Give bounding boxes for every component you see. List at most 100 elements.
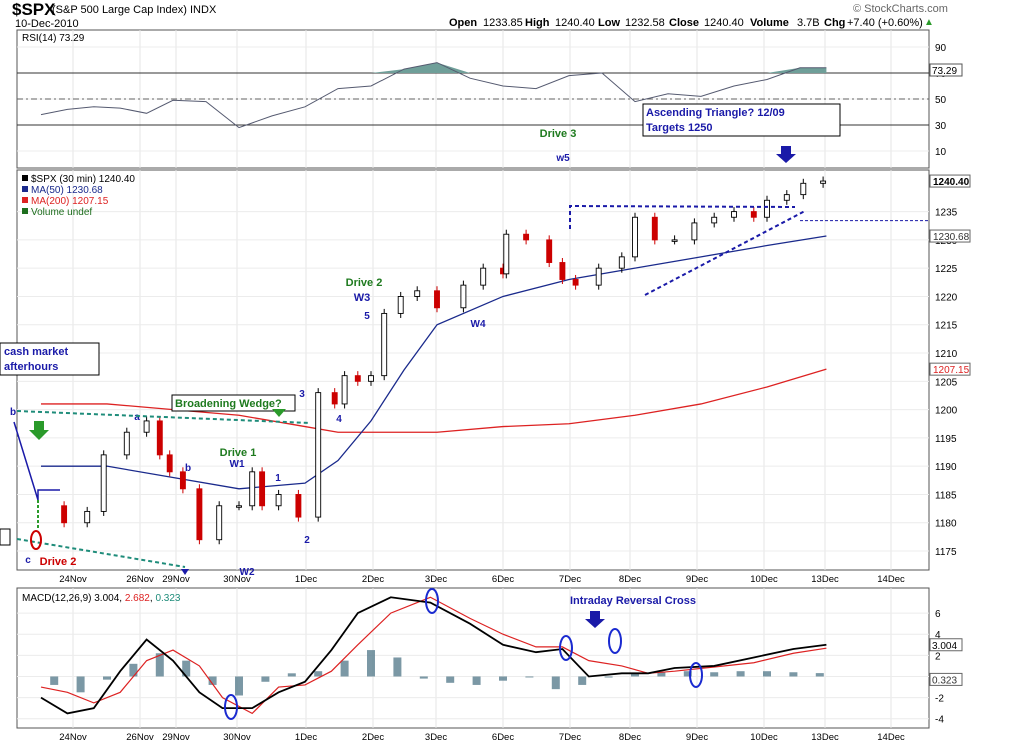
macd-histogram-bar — [472, 676, 481, 685]
crossover-circle — [425, 588, 439, 614]
legend-swatch — [22, 186, 28, 192]
price-candle-body — [800, 182, 807, 196]
wave-label: W3 — [354, 292, 371, 304]
x-tick-label: 10Dec — [750, 574, 778, 585]
macd-histogram-bar — [393, 657, 402, 677]
price-frame — [16, 169, 930, 571]
low-value: 1232.58 — [625, 17, 665, 29]
price-candle-body — [546, 239, 553, 263]
price-candle-body — [354, 375, 361, 382]
price-candle-body — [249, 471, 256, 507]
price-y-tick: 1220 — [935, 292, 958, 303]
wave-label: 3 — [299, 389, 305, 400]
rsi-line — [40, 62, 827, 129]
macd-panel: -4-20246MACD(12,26,9) 3.004, 2.682, 0.32… — [17, 588, 963, 726]
macd-histogram-bar — [103, 676, 111, 680]
wave-label: W4 — [471, 319, 486, 330]
price-candle-body — [523, 233, 530, 241]
high-label: High — [525, 17, 550, 29]
macd-histogram-bar — [287, 673, 296, 677]
price-candle-body — [216, 505, 223, 541]
x-tick-label: 14Dec — [877, 574, 905, 585]
price-candle-body — [236, 505, 242, 508]
rsi-last-value: 73.29 — [932, 66, 957, 77]
x-tick-label: 30Nov — [223, 732, 251, 743]
macd-title-part: MACD(12,26,9) — [22, 593, 94, 604]
price-candle-body — [341, 375, 348, 405]
x-tick-label: 2Dec — [362, 732, 384, 743]
price-candle-body — [618, 256, 625, 269]
price-candle-body — [100, 454, 107, 512]
down-arrow-icon — [272, 409, 286, 417]
price-y-tick: 1195 — [935, 434, 957, 445]
rsi-title: RSI(14) 73.29 — [22, 33, 85, 44]
x-tick-label: 29Nov — [162, 732, 190, 743]
crossover-circle — [559, 635, 573, 661]
x-tick-label: 14Dec — [877, 732, 905, 743]
legend-swatch — [22, 208, 28, 214]
chg-up-icon: ▲ — [924, 17, 934, 28]
price-candle-body — [123, 431, 130, 456]
wave-label: c — [25, 555, 31, 566]
legend-swatch — [22, 197, 28, 203]
price-last-value-box — [929, 174, 971, 188]
macd-title: MACD(12,26,9) 3.004, 2.682, 0.323 — [22, 593, 181, 604]
callout-text: afterhours — [4, 361, 58, 373]
wave-label: Drive 2 — [40, 556, 77, 568]
symbol-description: (S&P 500 Large Cap Index) INDX — [52, 4, 217, 16]
macd-histogram-bar — [446, 676, 455, 683]
price-y-tick: 1205 — [935, 377, 958, 388]
price-y-tick: 1225 — [935, 264, 958, 275]
x-tick-label: 13Dec — [811, 732, 839, 743]
macd-histogram-bar — [525, 676, 534, 678]
macd-histogram-bar — [208, 676, 217, 685]
callout-text: Targets 1250 — [646, 122, 712, 134]
wave-label: Drive 2 — [346, 277, 383, 289]
macd-histogram-bar — [815, 673, 824, 677]
x-tick-label: 29Nov — [162, 574, 190, 585]
triangle-resistance-line — [569, 204, 796, 229]
macd-title-part: 0.323 — [155, 593, 180, 604]
x-tick-label: 1Dec — [295, 732, 317, 743]
price-candle-body — [671, 239, 678, 242]
wave-label: Drive 1 — [220, 447, 257, 459]
macd-title-part: , — [150, 593, 156, 604]
macd-histogram-bar — [789, 672, 798, 677]
wedge-lower-trendline — [16, 538, 186, 568]
macd-histogram-bar — [604, 676, 613, 678]
price-candle-body — [397, 296, 404, 314]
rsi-overbought-fill — [371, 62, 827, 73]
price-candle-body — [460, 284, 467, 309]
price-candle-body — [731, 211, 737, 218]
price-candle-body — [84, 510, 91, 524]
price-last-value: 1240.40 — [933, 177, 970, 188]
price-y-tick: 1235 — [935, 208, 958, 219]
x-tick-label: 6Dec — [492, 732, 514, 743]
price-candle-body — [331, 392, 338, 405]
macd-histogram-bar — [419, 676, 428, 679]
price-last-value: 1230.68 — [933, 232, 970, 243]
grid-lines: 24Nov 24Nov 26Nov 26Nov 29Nov 29Nov 30Nov 30Nov… — [59, 30, 905, 743]
macd-histogram-bar — [763, 671, 771, 677]
price-candle-body — [381, 312, 388, 377]
rsi-y-tick: 30 — [935, 121, 947, 132]
rsi-last-value-box — [929, 63, 963, 77]
volume-label: Volume — [750, 17, 789, 29]
macd-histogram-bar — [736, 671, 745, 677]
price-candle-body — [414, 290, 421, 297]
x-tick-label: 9Dec — [686, 574, 708, 585]
open-label: Open — [449, 17, 478, 29]
down-arrow-icon — [585, 611, 605, 628]
x-tick-label: 10Dec — [750, 732, 778, 743]
triangle-support-line — [644, 210, 806, 296]
rsi-y-tick: 10 — [935, 147, 947, 158]
price-candle-body — [711, 216, 718, 224]
wave-label: 4 — [336, 414, 342, 425]
macd-histogram-bar — [710, 672, 719, 677]
price-y-tick: 1215 — [935, 321, 958, 332]
wave-label: Drive 3 — [540, 128, 577, 140]
macd-histogram-bar — [340, 660, 349, 677]
x-tick-label: 9Dec — [686, 732, 708, 743]
macd-histogram-bar — [631, 673, 639, 677]
